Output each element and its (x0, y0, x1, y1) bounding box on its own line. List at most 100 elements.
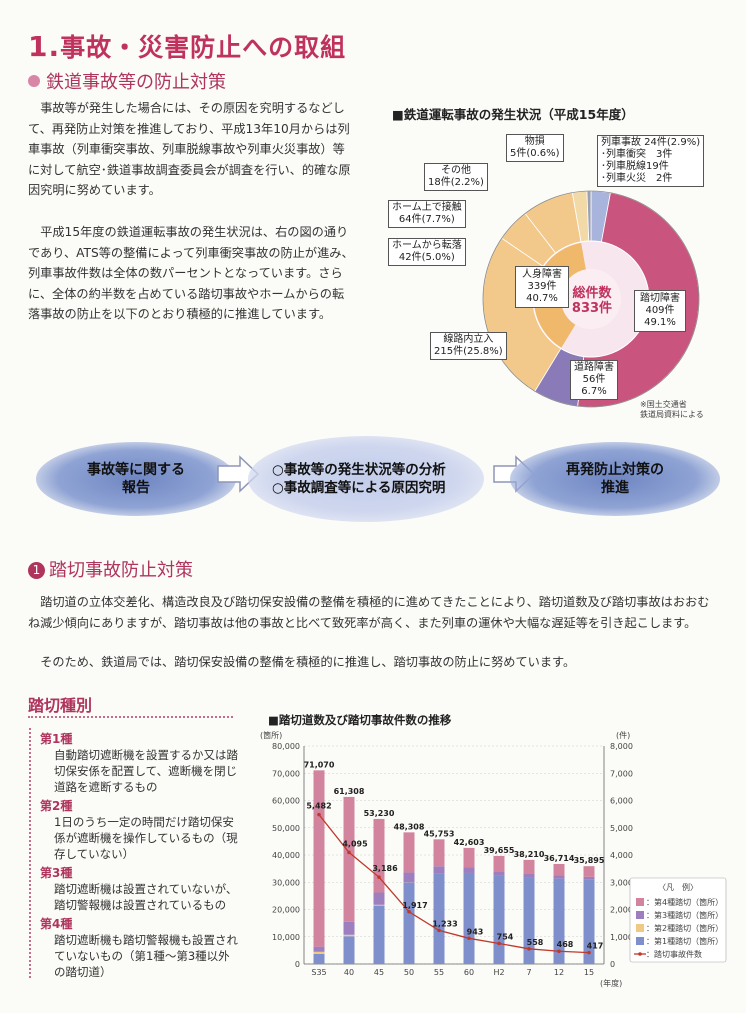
crossing-type-3-head: 第3種 (40, 866, 73, 880)
y-right-tick-label: 2,000 (610, 906, 633, 915)
label-road-value: 56件 (582, 374, 606, 385)
bar-segment (463, 847, 475, 868)
legend-box (629, 877, 727, 963)
label-crossing-name: 踏切障害 (640, 293, 680, 304)
accident-line (318, 814, 590, 954)
y-left-tick-label: 70,000 (272, 769, 300, 778)
crossing-type-2-text: 1日のうち一定の時間だけ踏切保安係が遮断機を操作しているもの（現存していない） (54, 815, 238, 861)
accident-value-label: 1,233 (432, 919, 457, 928)
legend-swatch (636, 924, 644, 932)
x-tick-label: H2 (493, 968, 504, 977)
bar-total-label: 39,655 (484, 846, 515, 855)
bar-segment (403, 882, 415, 964)
bar-segment (583, 866, 595, 877)
bar-segment (343, 934, 355, 937)
y-right-tick-label: 7,000 (610, 769, 633, 778)
y-right-tick-label: 3,000 (610, 878, 633, 887)
y-left-tick-label: 80,000 (272, 742, 300, 751)
accident-value-label: 3,186 (372, 864, 398, 873)
label-crossing-value: 409件 (645, 305, 675, 316)
label-contact-value: 64件(7.7%) (398, 214, 455, 225)
bar-segment (493, 875, 505, 964)
bar-segment (343, 921, 355, 935)
bar-total-label: 35,895 (574, 856, 605, 865)
crossing-types-list: 第1種 自動踏切遮断機を設置するか又は踏切保安係を配置して、遮断機を閉じ道路を遮… (40, 730, 240, 980)
crossing-type-4-head: 第4種 (40, 917, 73, 931)
label-personal-injury: 人身障害 339件 40.7% (515, 266, 569, 308)
bar-segment (373, 818, 385, 893)
bar-segment (343, 796, 355, 922)
bar-total-label: 53,230 (364, 809, 395, 818)
pie-chart-title: ■鉄道運転事故の発生状況（平成15年度） (392, 107, 634, 122)
section-paragraph-1: 踏切道の立体交差化、構造改良及び踏切保安設備の整備を積極的に進めてきたことにより… (28, 595, 710, 630)
label-injury-value: 339件 (527, 281, 557, 292)
bar-segment (463, 867, 475, 873)
bar-segment (553, 878, 565, 964)
bar-total-label: 38,210 (514, 850, 545, 859)
crossing-type-2: 第2種 1日のうち一定の時間だけ踏切保安係が遮断機を操作しているもの（現存してい… (40, 797, 240, 862)
x-tick-label: S35 (311, 968, 326, 977)
x-tick-label: 12 (554, 968, 564, 977)
accident-point (557, 949, 561, 954)
section-paragraph-2: そのため、鉄道局では、踏切保安設備の整備を積極的に推進し、踏切事故の防止に努めて… (40, 655, 576, 669)
legend-label: ：第2種踏切（箇所） (646, 923, 723, 933)
bar-segment (493, 855, 505, 872)
legend-swatch (636, 911, 644, 919)
bar-total-label: 42,603 (454, 838, 485, 847)
accident-value-label: 943 (467, 927, 484, 936)
bar-total-label: 48,308 (394, 822, 425, 831)
label-trespass-value: 215件(25.8%) (434, 346, 503, 357)
subheading-text: 鉄道事故等の防止対策 (46, 72, 226, 93)
bar-chart-title: ■踏切道数及び踏切事故件数の推移 (268, 713, 452, 727)
label-road-percent: 6.7% (581, 386, 607, 397)
label-platform-fall: ホームから転落 42件(5.0%) (388, 238, 466, 266)
accident-point (467, 936, 471, 941)
bar-segment (583, 876, 595, 880)
x-tick-label: 45 (374, 968, 384, 977)
bar-segment (583, 879, 595, 964)
legend-label: ：第3種踏切（箇所） (646, 910, 723, 920)
crossing-type-4: 第4種 踏切遮断機も踏切警報機も設置されていないもの（第1種〜第3種以外の踏切道… (40, 915, 240, 980)
status-paragraph: 平成15年度の鉄道運転事故の発生状況は、右の図の通りであり、ATS等の整備によっ… (28, 225, 354, 321)
bar-segment (313, 953, 325, 964)
dotted-divider (29, 728, 31, 978)
accident-value-label: 558 (527, 938, 544, 947)
crossing-type-1-text: 自動踏切遮断機を設置するか又は踏切保安係を配置して、遮断機を閉じ道路を遮断するも… (54, 748, 238, 794)
subheading: 鉄道事故等の防止対策 (28, 68, 226, 94)
label-other-value: 18件(2.2%) (428, 177, 484, 188)
bar-segment (403, 872, 415, 883)
pie-center-title: 総件数 (572, 286, 612, 301)
crossing-type-4-text: 踏切遮断機も踏切警報機も設置されていないもの（第1種〜第3種以外の踏切道） (54, 933, 238, 979)
bar-segment (373, 904, 385, 906)
crossing-type-1: 第1種 自動踏切遮断機を設置するか又は踏切保安係を配置して、遮断機を閉じ道路を遮… (40, 730, 240, 795)
label-trespass-name: 線路内立入 (443, 334, 494, 345)
x-axis-unit: (年度) (600, 978, 622, 988)
bar-segment (433, 839, 445, 867)
label-crossing-percent: 49.1% (644, 317, 676, 328)
accident-value-label: 468 (557, 940, 574, 949)
accident-value-label: 417 (587, 942, 604, 951)
legend-swatch (636, 898, 644, 906)
label-train-derail: ･列車脱線19件 (601, 161, 669, 172)
label-other: その他 18件(2.2%) (424, 163, 488, 191)
flow-analysis-line1: ○事故等の発生状況等の分析 (272, 462, 446, 478)
accident-point (317, 812, 321, 817)
crossing-types-title: 踏切種別 (28, 696, 93, 715)
bullet-dot-icon (28, 75, 40, 87)
label-train-accident: 列車事故 24件(2.9%) ･列車衝突 3件 ･列車脱線19件 ･列車火災 2… (597, 135, 705, 187)
bar-segment (343, 936, 355, 964)
accident-value-label: 754 (497, 932, 514, 941)
legend-label: ：第1種踏切（箇所） (646, 936, 723, 946)
label-fall-name: ホームから転落 (392, 240, 462, 251)
dotted-divider (28, 716, 233, 718)
flow-step-analysis: ○事故等の発生状況等の分析 ○事故調査等による原因究明 (248, 436, 484, 522)
y-axis-right-unit: (件) (616, 730, 630, 740)
bar-segment (313, 946, 325, 952)
page-title-number: 1. (28, 30, 61, 63)
flow-step-prevention: 再発防止対策の 推進 (510, 442, 720, 516)
crossing-type-1-head: 第1種 (40, 732, 73, 746)
pie-center-label: 総件数 833件 (558, 286, 626, 316)
label-train-collision: ･列車衝突 3件 (601, 149, 673, 160)
bar-segment (373, 905, 385, 964)
accident-point (527, 946, 531, 951)
